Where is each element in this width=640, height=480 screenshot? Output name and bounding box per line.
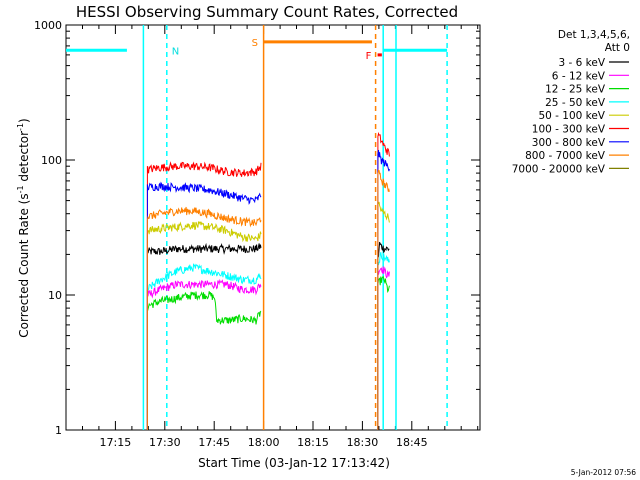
y-axis-label: Corrected Count Rate (s-1 detector-1) [16, 118, 31, 337]
x-tick-label: 17:30 [149, 436, 181, 449]
series-group [146, 131, 390, 430]
legend-entry-label: 7000 - 20000 keV [512, 163, 606, 175]
x-tick-label: 18:15 [297, 436, 329, 449]
observing-flags: S F N [66, 38, 448, 62]
series-line [146, 263, 262, 430]
footer-date: 5-Jan-2012 07:56 [571, 468, 636, 477]
x-tick-label: 17:15 [100, 436, 132, 449]
flag-label-n: N [172, 46, 179, 57]
series-line [377, 149, 390, 430]
flag-label: F [366, 51, 372, 62]
legend-entry-label: 25 - 50 keV [545, 97, 606, 109]
series-line [377, 241, 390, 430]
series-line [146, 291, 262, 430]
series-line [146, 221, 262, 430]
series-line [146, 242, 262, 430]
legend-header-attenuator: Att 0 [605, 42, 630, 54]
series-line [146, 161, 262, 430]
x-axis-label: Start Time (03-Jan-12 17:13:42) [198, 456, 390, 470]
y-axis: 1 10 100 1000 [34, 19, 480, 437]
legend-entry-label: 6 - 12 keV [552, 70, 606, 82]
series-line [377, 201, 390, 430]
x-tick-label: 18:30 [347, 436, 379, 449]
series-line [146, 181, 262, 430]
legend-entry-label: 50 - 100 keV [538, 110, 605, 122]
x-tick-label: 18:00 [248, 436, 280, 449]
series-line [377, 169, 390, 430]
legend-entry-label: 800 - 7000 keV [525, 150, 606, 162]
series-line [146, 278, 262, 430]
series-line [146, 206, 262, 430]
legend-entry-label: 12 - 25 keV [545, 84, 606, 96]
x-tick-label: 18:45 [396, 436, 428, 449]
legend-entry-label: 300 - 800 keV [532, 137, 606, 149]
chart-title: HESSI Observing Summary Count Rates, Cor… [76, 3, 458, 21]
y-tick-label: 1000 [34, 19, 62, 32]
legend-entry-label: 100 - 300 keV [532, 124, 606, 136]
y-tick-label: 100 [41, 154, 62, 167]
x-tick-label: 17:45 [198, 436, 230, 449]
flag-label: S [252, 38, 258, 49]
x-axis: 17:15 17:30 17:45 18:00 18:15 18:30 18:45 [65, 25, 479, 449]
series-line [377, 266, 390, 430]
series-line [377, 252, 390, 430]
legend-header-detectors: Det 1,3,4,5,6, [558, 29, 630, 41]
y-tick-label: 1 [55, 424, 62, 437]
series-line [377, 275, 390, 430]
y-tick-label: 10 [48, 289, 62, 302]
legend-entry-label: 3 - 6 keV [558, 57, 605, 69]
series-line [377, 131, 390, 430]
plot-frame [65, 24, 481, 431]
event-markers [142, 25, 448, 430]
